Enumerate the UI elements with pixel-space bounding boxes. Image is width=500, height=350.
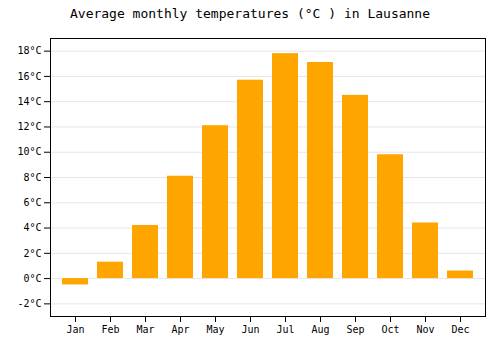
svg-text:Sep: Sep bbox=[346, 324, 364, 335]
svg-text:2°C: 2°C bbox=[23, 248, 41, 259]
svg-text:Apr: Apr bbox=[171, 324, 189, 335]
svg-text:May: May bbox=[206, 324, 224, 335]
svg-text:Aug: Aug bbox=[311, 324, 329, 335]
svg-text:8°C: 8°C bbox=[23, 172, 41, 183]
svg-text:14°C: 14°C bbox=[17, 96, 41, 107]
svg-text:Oct: Oct bbox=[381, 324, 399, 335]
svg-text:Feb: Feb bbox=[101, 324, 119, 335]
svg-text:-2°C: -2°C bbox=[17, 298, 41, 309]
svg-text:16°C: 16°C bbox=[17, 71, 41, 82]
svg-text:10°C: 10°C bbox=[17, 146, 41, 157]
svg-text:Mar: Mar bbox=[136, 324, 154, 335]
svg-text:4°C: 4°C bbox=[23, 222, 41, 233]
svg-text:Nov: Nov bbox=[416, 324, 434, 335]
svg-text:Jan: Jan bbox=[66, 324, 84, 335]
svg-text:Jul: Jul bbox=[276, 324, 294, 335]
html-text:Average monthly temperatures (: Average monthly temperatures (°C ) in La… bbox=[70, 6, 430, 21]
svg-text:6°C: 6°C bbox=[23, 197, 41, 208]
svg-text:Jun: Jun bbox=[241, 324, 259, 335]
svg-text:12°C: 12°C bbox=[17, 121, 41, 132]
svg-text:18°C: 18°C bbox=[17, 45, 41, 56]
svg-text:0°C: 0°C bbox=[23, 273, 41, 284]
svg-text:Dec: Dec bbox=[451, 324, 469, 335]
